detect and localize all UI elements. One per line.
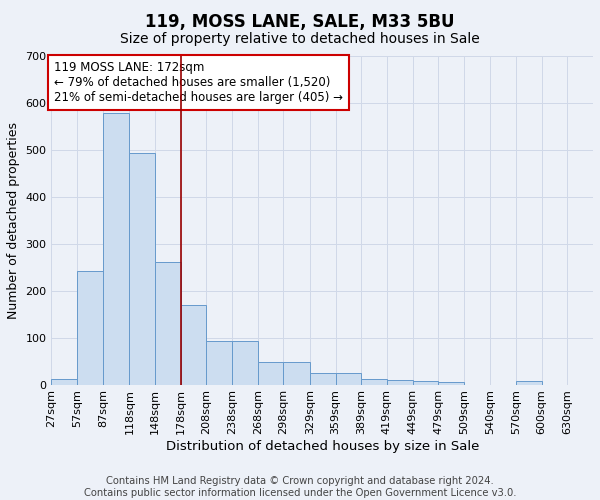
Bar	[335, 373, 361, 384]
Bar	[155, 262, 181, 384]
Bar	[387, 380, 413, 384]
Bar	[181, 304, 206, 384]
Bar	[77, 272, 103, 384]
Bar	[438, 382, 464, 384]
Text: Size of property relative to detached houses in Sale: Size of property relative to detached ho…	[120, 32, 480, 46]
Text: Contains HM Land Registry data © Crown copyright and database right 2024.
Contai: Contains HM Land Registry data © Crown c…	[84, 476, 516, 498]
Bar	[103, 113, 130, 384]
Text: 119 MOSS LANE: 172sqm
← 79% of detached houses are smaller (1,520)
21% of semi-d: 119 MOSS LANE: 172sqm ← 79% of detached …	[54, 60, 343, 104]
Bar	[516, 381, 542, 384]
Bar	[130, 152, 155, 384]
Bar	[413, 381, 438, 384]
Bar	[310, 373, 335, 384]
X-axis label: Distribution of detached houses by size in Sale: Distribution of detached houses by size …	[166, 440, 479, 453]
Text: 119, MOSS LANE, SALE, M33 5BU: 119, MOSS LANE, SALE, M33 5BU	[145, 12, 455, 30]
Bar	[232, 341, 257, 384]
Bar	[283, 362, 310, 384]
Bar	[257, 362, 283, 384]
Bar	[206, 341, 232, 384]
Y-axis label: Number of detached properties: Number of detached properties	[7, 122, 20, 318]
Bar	[361, 379, 387, 384]
Bar	[52, 380, 77, 384]
